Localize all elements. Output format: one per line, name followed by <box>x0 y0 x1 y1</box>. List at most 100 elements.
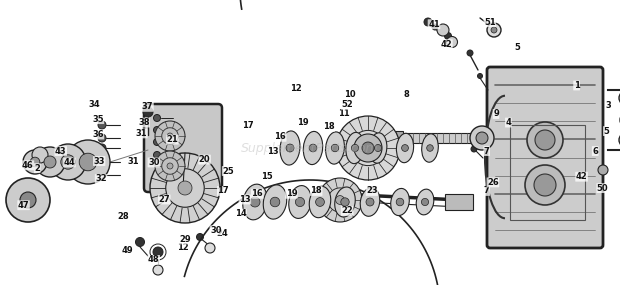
Text: 43: 43 <box>55 146 66 156</box>
Circle shape <box>335 196 344 204</box>
Circle shape <box>153 247 163 257</box>
Text: 31: 31 <box>136 129 147 138</box>
Ellipse shape <box>335 187 355 217</box>
Circle shape <box>32 147 48 163</box>
Circle shape <box>162 128 179 144</box>
Bar <box>395 131 403 145</box>
Circle shape <box>98 158 106 166</box>
Circle shape <box>136 237 144 247</box>
Ellipse shape <box>360 188 380 216</box>
Text: 46: 46 <box>22 161 33 170</box>
Text: 42: 42 <box>441 40 452 49</box>
Circle shape <box>167 133 173 139</box>
Ellipse shape <box>391 188 409 215</box>
Ellipse shape <box>309 186 330 218</box>
Text: 17: 17 <box>242 121 254 130</box>
Circle shape <box>491 27 497 33</box>
FancyBboxPatch shape <box>144 104 222 192</box>
Circle shape <box>446 36 458 48</box>
Circle shape <box>98 134 106 142</box>
Ellipse shape <box>422 134 438 162</box>
Ellipse shape <box>346 132 364 164</box>
Text: 27: 27 <box>159 195 170 204</box>
Circle shape <box>487 23 501 37</box>
Text: 33: 33 <box>94 156 105 166</box>
Circle shape <box>286 144 294 152</box>
Circle shape <box>357 131 363 137</box>
Text: 20: 20 <box>199 155 210 164</box>
Text: 51: 51 <box>484 18 495 27</box>
Text: 28: 28 <box>117 212 128 221</box>
Circle shape <box>35 147 65 177</box>
Circle shape <box>316 198 324 206</box>
Text: 29: 29 <box>179 235 190 244</box>
Circle shape <box>525 165 565 205</box>
Circle shape <box>155 151 185 181</box>
Circle shape <box>598 165 608 175</box>
Circle shape <box>402 144 409 151</box>
Text: 16: 16 <box>275 132 286 141</box>
Circle shape <box>534 174 556 196</box>
Circle shape <box>20 192 36 208</box>
Circle shape <box>349 145 355 151</box>
Text: 41: 41 <box>428 20 440 29</box>
Circle shape <box>143 107 153 117</box>
Circle shape <box>373 159 379 165</box>
Text: 7: 7 <box>484 146 490 156</box>
Text: 10: 10 <box>345 89 356 99</box>
Bar <box>510 125 585 220</box>
Circle shape <box>154 115 161 121</box>
Circle shape <box>362 142 374 154</box>
Circle shape <box>432 24 438 30</box>
Text: 24: 24 <box>216 229 228 238</box>
Circle shape <box>153 265 163 275</box>
Text: 35: 35 <box>92 115 104 124</box>
Text: 47: 47 <box>18 201 29 210</box>
Text: 18: 18 <box>311 186 322 196</box>
Text: 48: 48 <box>148 255 159 264</box>
Circle shape <box>30 157 40 167</box>
Text: 6: 6 <box>592 146 598 156</box>
Text: 32: 32 <box>95 174 107 184</box>
Text: 30: 30 <box>148 158 159 167</box>
Circle shape <box>154 139 161 146</box>
Circle shape <box>331 144 339 152</box>
Ellipse shape <box>416 189 434 215</box>
Text: 14: 14 <box>235 209 246 218</box>
Text: 8: 8 <box>403 89 409 99</box>
Circle shape <box>98 171 106 179</box>
Circle shape <box>66 140 110 184</box>
Circle shape <box>44 156 56 168</box>
Text: 13: 13 <box>267 146 278 156</box>
Circle shape <box>79 153 97 171</box>
Circle shape <box>166 169 204 207</box>
Circle shape <box>167 163 173 169</box>
Bar <box>395 133 482 143</box>
Text: 36: 36 <box>92 130 104 139</box>
Circle shape <box>295 198 304 207</box>
Circle shape <box>155 121 185 151</box>
Circle shape <box>535 130 555 150</box>
Text: 44: 44 <box>64 158 75 167</box>
Circle shape <box>470 126 494 150</box>
Circle shape <box>467 50 473 56</box>
Text: 5: 5 <box>603 127 609 136</box>
Circle shape <box>373 131 379 137</box>
Text: 13: 13 <box>239 195 250 204</box>
Circle shape <box>341 198 349 206</box>
Text: 26: 26 <box>487 178 498 187</box>
Circle shape <box>98 121 106 129</box>
Bar <box>445 194 473 210</box>
Circle shape <box>445 32 451 40</box>
Circle shape <box>50 144 86 180</box>
Ellipse shape <box>369 133 387 163</box>
Circle shape <box>6 178 50 222</box>
Circle shape <box>250 197 260 207</box>
Text: 34: 34 <box>89 100 100 109</box>
Text: 2: 2 <box>34 164 40 173</box>
Circle shape <box>422 198 428 205</box>
Circle shape <box>150 153 220 223</box>
Circle shape <box>178 181 192 195</box>
Circle shape <box>205 243 215 253</box>
Circle shape <box>197 233 203 241</box>
